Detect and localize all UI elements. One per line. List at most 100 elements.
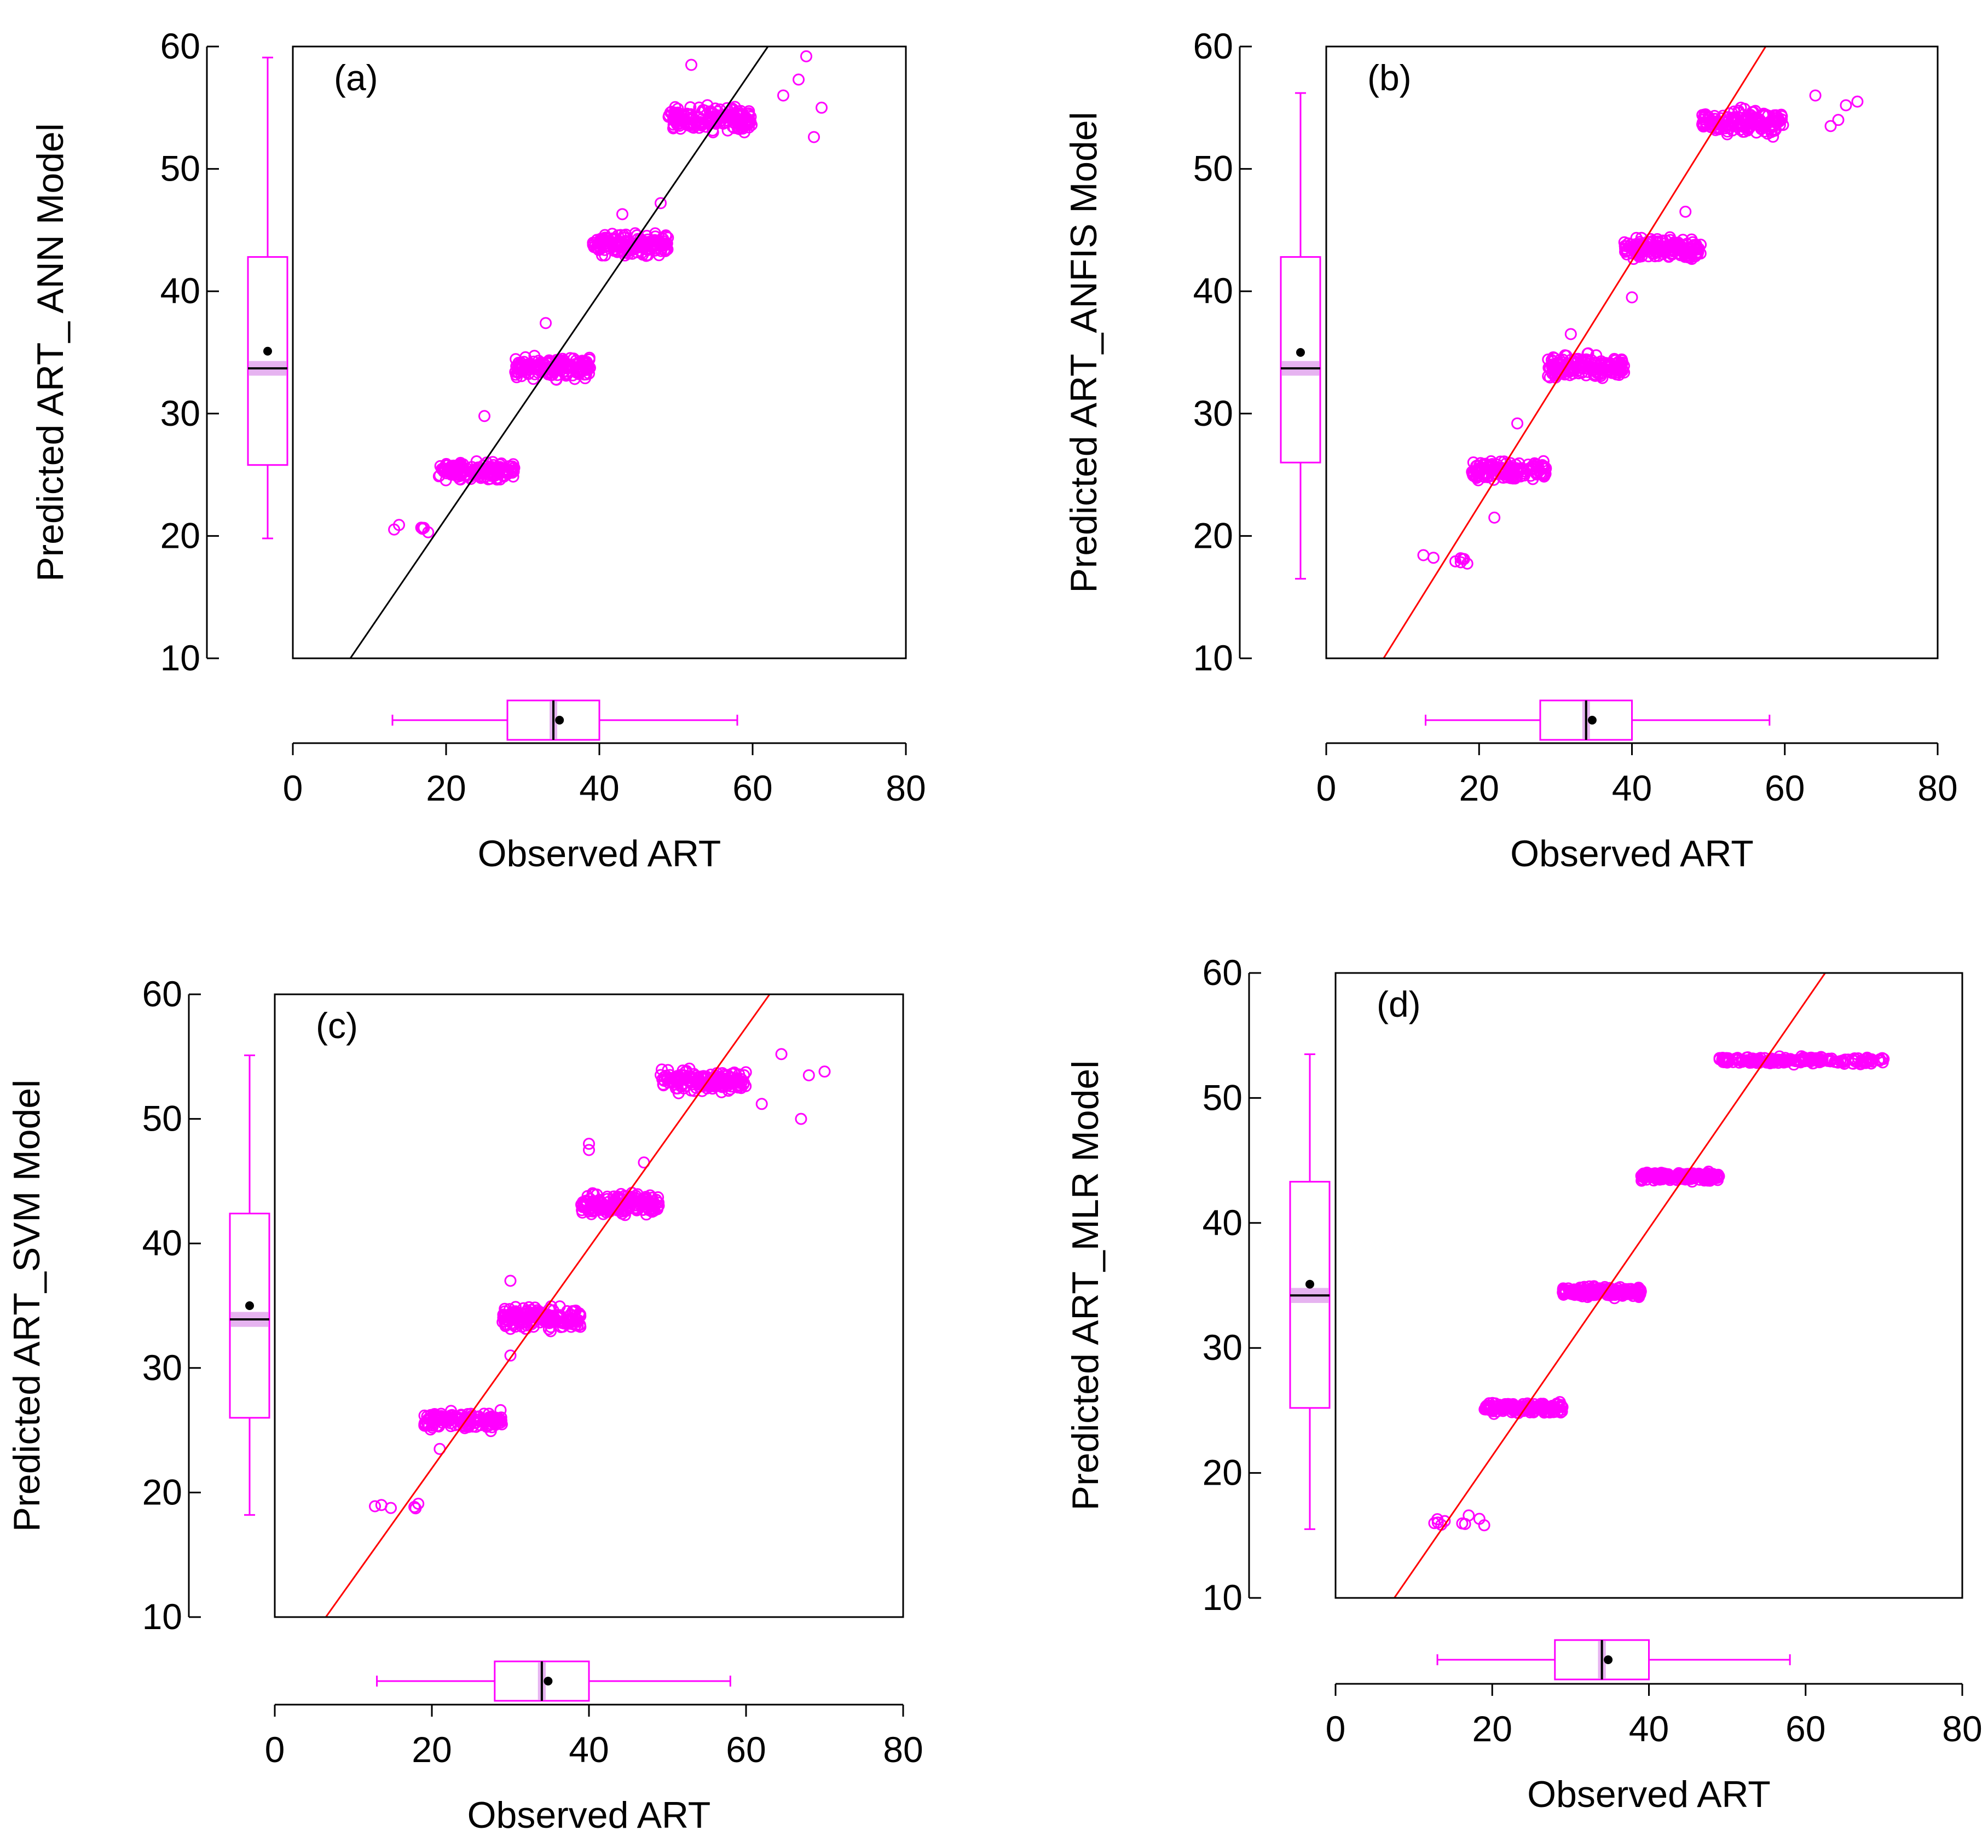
data-point (1697, 1171, 1709, 1183)
data-point (1671, 1170, 1683, 1183)
data-point (1854, 1058, 1866, 1070)
data-point (1557, 1289, 1570, 1301)
plot-frame (1334, 972, 1963, 1599)
data-point (575, 1198, 588, 1211)
mean-marker (1604, 1655, 1613, 1664)
fit-line (349, 47, 769, 658)
data-point (1702, 1173, 1715, 1186)
y-tick-label: 30 (142, 1347, 182, 1388)
data-point (460, 1412, 472, 1425)
y-tick-label: 50 (160, 148, 200, 189)
x-tick-label: 20 (412, 1729, 452, 1770)
data-point (795, 1113, 807, 1125)
data-point (1454, 552, 1467, 565)
x-tick-label: 60 (732, 768, 772, 808)
data-point (1865, 1053, 1878, 1065)
data-point (490, 472, 503, 484)
x-tick-label: 0 (265, 1729, 285, 1770)
y-axis-label: Predicted ART_SVM Model (6, 1080, 48, 1532)
data-point (418, 1420, 431, 1432)
panel-d: (d) 10 20 30 40 50 60 Predicted ART_MLR Model 0 2… (1065, 952, 1983, 1815)
y-boxplot (1280, 92, 1321, 580)
data-point (629, 1195, 642, 1207)
data-point (1565, 363, 1578, 376)
y-tick-label: 10 (160, 638, 200, 678)
mean-marker (245, 1301, 254, 1310)
data-point (598, 244, 611, 256)
y-tick-label: 30 (160, 393, 200, 433)
fit-line (1383, 47, 1767, 658)
x-tick-label: 40 (1612, 768, 1652, 808)
panel-c: (c) 10 20 30 40 50 60 Predicted ART_SVM Model 0 2… (6, 974, 923, 1836)
x-tick-label: 40 (579, 768, 619, 808)
data-point (478, 410, 490, 422)
data-point (1677, 1169, 1690, 1182)
data-point (729, 1073, 741, 1086)
y-tick-label: 10 (1203, 1577, 1242, 1618)
data-point (568, 352, 580, 365)
data-point (1590, 349, 1603, 362)
x-boxplot (391, 699, 738, 741)
data-point (540, 317, 552, 329)
x-boxplot (1425, 699, 1771, 741)
data-point (556, 363, 568, 376)
plot-frame (292, 45, 907, 659)
y-tick-label: 60 (160, 26, 200, 66)
point-cluster (1557, 1280, 1647, 1305)
data-point (1765, 1056, 1778, 1068)
data-point (737, 108, 749, 120)
data-point (1824, 120, 1837, 132)
data-point (560, 362, 573, 374)
data-point (583, 1144, 595, 1156)
data-point (1427, 552, 1440, 564)
data-point (1851, 95, 1864, 108)
data-point (580, 360, 593, 372)
data-point (1544, 362, 1556, 374)
data-point (1511, 417, 1524, 430)
point-cluster (432, 455, 521, 486)
x-tick-label: 20 (1472, 1708, 1512, 1749)
data-point (1749, 113, 1761, 125)
data-point (732, 1081, 744, 1094)
mean-marker (263, 346, 272, 356)
y-tick-label: 50 (142, 1098, 182, 1139)
data-point (1788, 1055, 1801, 1067)
data-point (629, 1190, 642, 1202)
data-point (669, 101, 681, 113)
data-point (1697, 120, 1710, 132)
data-point (619, 231, 631, 244)
y-tick-label: 40 (160, 270, 200, 311)
data-point (1638, 1168, 1651, 1180)
point-cluster (1478, 1396, 1569, 1420)
data-point (470, 455, 483, 467)
data-point (583, 1138, 595, 1150)
y-boxplot (1289, 1053, 1331, 1530)
data-point (1669, 241, 1682, 253)
data-point (1490, 1403, 1503, 1415)
data-point (755, 1098, 768, 1110)
x-axis-label: Observed ART (467, 1794, 711, 1836)
data-point (1564, 328, 1577, 340)
point-cluster (1696, 101, 1789, 143)
data-point (1840, 99, 1852, 112)
data-point (1538, 470, 1550, 483)
data-point (573, 368, 585, 380)
data-point (504, 1275, 517, 1287)
panel-label: (c) (316, 1005, 358, 1046)
scatter-points (388, 50, 828, 538)
data-point (1874, 1053, 1886, 1065)
data-point (1735, 101, 1747, 114)
x-tick-label: 20 (1459, 768, 1499, 808)
data-point (1626, 291, 1638, 304)
data-point (1660, 234, 1672, 247)
x-boxplot (1436, 1639, 1791, 1681)
x-axis-label: Observed ART (1510, 833, 1754, 874)
data-point (422, 526, 435, 538)
data-point (1759, 118, 1771, 131)
data-point (743, 109, 755, 121)
y-axis-label: Predicted ART_MLR Model (1065, 1061, 1106, 1511)
data-point (816, 101, 828, 114)
data-point (683, 108, 695, 121)
data-point (662, 1064, 674, 1076)
